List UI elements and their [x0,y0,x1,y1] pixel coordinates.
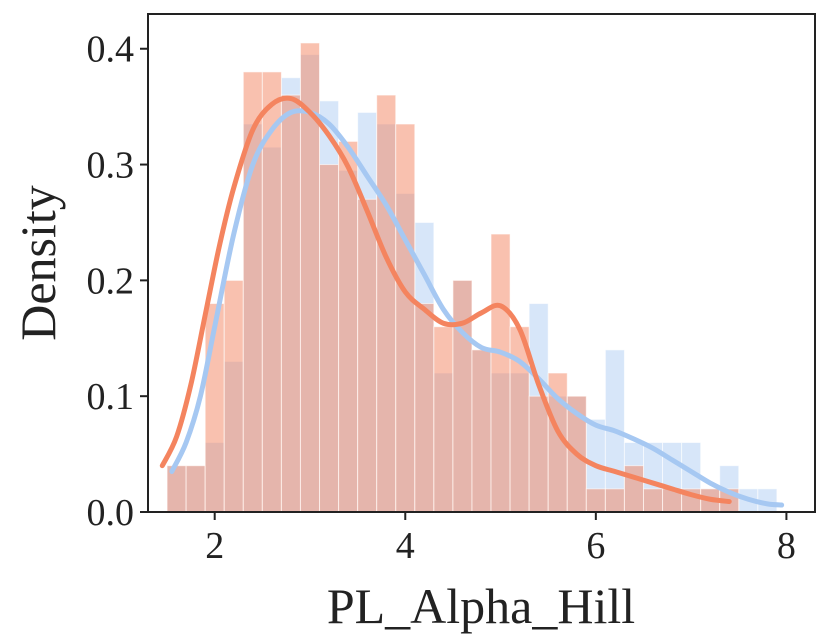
x-tick-label: 6 [586,525,605,567]
histogram-bar [490,233,511,513]
histogram-bar [280,94,301,513]
histogram-bar [471,349,492,513]
histogram-bar [395,123,416,513]
plot-frame [147,13,816,513]
kde-curves [159,95,785,508]
y-tick-label: 0.1 [87,376,135,418]
kde-curve-0 [169,108,785,508]
histogram-bar [223,279,244,513]
y-tick-label: 0.3 [87,145,135,187]
y-axis-label: Density [10,185,66,341]
histogram-bar [452,279,473,513]
x-tick-label: 4 [396,525,415,567]
y-tick-label: 0.0 [87,492,135,534]
histogram-bars [166,42,778,513]
histogram-bar [185,465,206,513]
x-axis-label: PL_Alpha_Hill [327,578,635,634]
y-tick-label: 0.2 [87,260,135,302]
histogram-bar [357,198,378,513]
histogram-bar [376,94,397,513]
histogram-bar [433,326,454,513]
x-tick-label: 2 [205,525,224,567]
histogram-bar [642,488,664,513]
x-tick-label: 8 [777,525,796,567]
y-tick-label: 0.4 [87,29,135,71]
histogram-bar [528,395,549,513]
histogram-bar [319,164,340,513]
histogram-bar [414,303,435,513]
histogram-bar [604,488,625,513]
histogram-bar [585,488,606,513]
histogram-series-1 [166,42,740,513]
histogram-bar [242,71,263,513]
histogram-bar [338,140,359,513]
axis-ticks: 2 4 6 8 0.0 0.1 0.2 0.3 0.4 [87,29,796,567]
kde-curve-1 [159,95,732,505]
